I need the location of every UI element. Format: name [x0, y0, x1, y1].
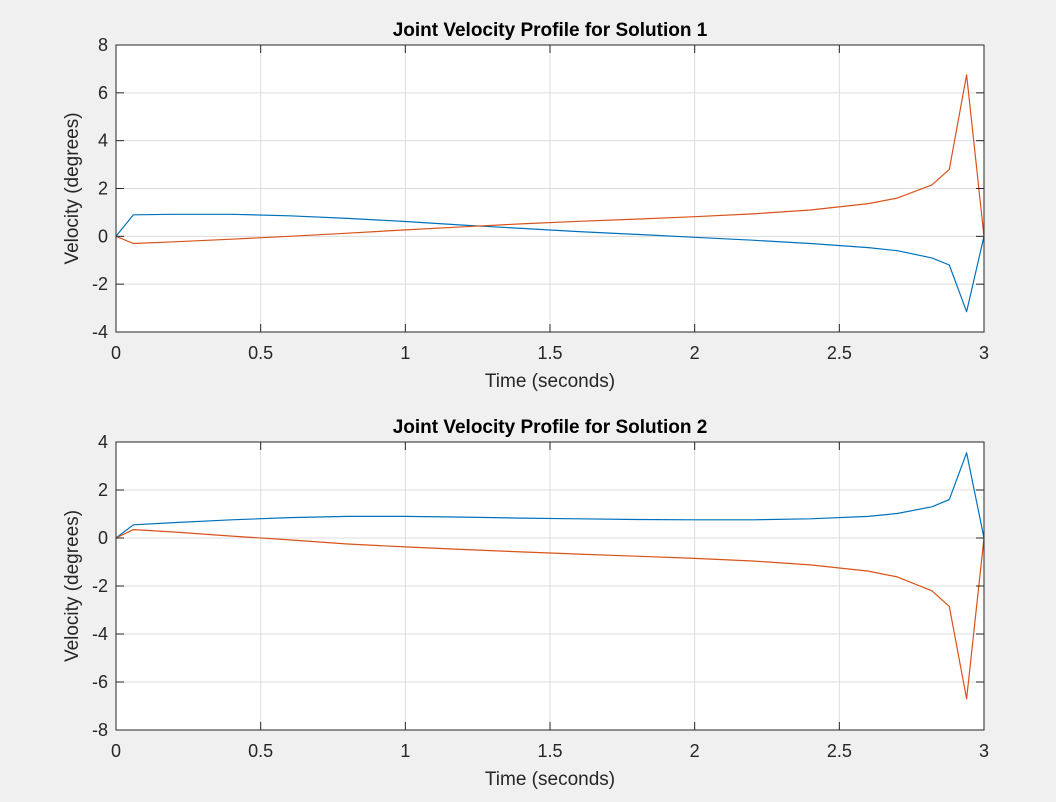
x-axis-label: Time (seconds) [485, 371, 615, 392]
series-line-2[interactable] [115, 528, 985, 700]
x-tick-label: 0 [111, 343, 121, 363]
chart-title: Joint Velocity Profile for Solution 1 [393, 20, 708, 41]
y-tick-label: 8 [98, 35, 108, 55]
series-line-2[interactable] [115, 74, 985, 245]
x-tick-label: 2.5 [827, 343, 852, 363]
y-tick-label: -8 [92, 720, 108, 740]
y-tick-label: 6 [98, 83, 108, 103]
x-tick-label: 3 [979, 343, 989, 363]
x-tick-label: 3 [979, 741, 989, 761]
x-tick-label: 0.5 [248, 343, 273, 363]
y-tick-label: 2 [98, 480, 108, 500]
series-line-1[interactable] [115, 452, 985, 539]
y-tick-label: 4 [98, 131, 108, 151]
x-tick-label: 1 [400, 343, 410, 363]
y-tick-label: 0 [98, 226, 108, 246]
y-tick-label: -6 [92, 672, 108, 692]
axes-1[interactable]: 0 0.5 1 1.5 2 2.5 3 -4 -2 0 2 4 6 8 Joint Velocity Pro… [62, 20, 989, 392]
y-axis-label: Velocity (degrees) [62, 510, 83, 662]
y-tick-label: -4 [92, 322, 108, 342]
y-tick-label: -4 [92, 624, 108, 644]
axes-2[interactable]: 0 0.5 1 1.5 2 2.5 3 -8 -6 -4 -2 0 2 4 Joint Velocity P… [62, 417, 989, 790]
y-tick-label: 2 [98, 179, 108, 199]
x-tick-label: 0.5 [248, 741, 273, 761]
y-tick-label: 0 [98, 528, 108, 548]
y-tick-label: 4 [98, 432, 108, 452]
x-axis-label: Time (seconds) [485, 769, 615, 790]
x-tick-label: 2.5 [827, 741, 852, 761]
x-tick-label: 0 [111, 741, 121, 761]
x-tick-label: 2 [690, 343, 700, 363]
chart-title: Joint Velocity Profile for Solution 2 [393, 417, 708, 438]
x-tick-label: 1 [400, 741, 410, 761]
y-tick-label: -2 [92, 576, 108, 596]
x-tick-label: 1.5 [537, 741, 562, 761]
series-line-1[interactable] [115, 213, 985, 313]
y-tick-label: -2 [92, 274, 108, 294]
x-tick-label: 2 [690, 741, 700, 761]
x-tick-label: 1.5 [537, 343, 562, 363]
y-axis-label: Velocity (degrees) [62, 112, 83, 264]
